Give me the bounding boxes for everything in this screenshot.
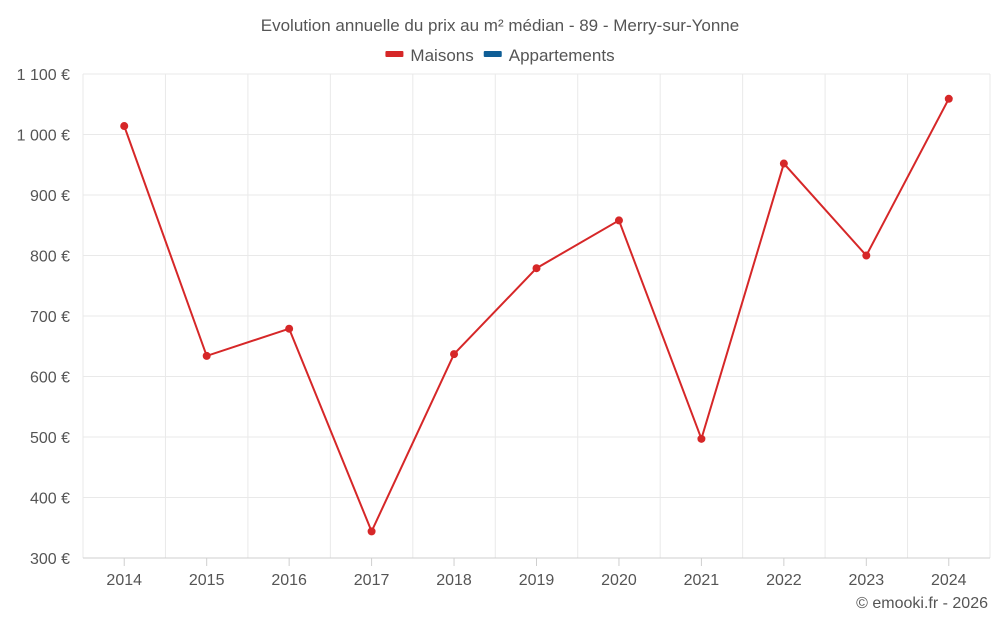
x-tick-label: 2023 (849, 572, 885, 589)
legend-item-appartements[interactable]: Appartements (483, 46, 615, 65)
data-point[interactable] (450, 350, 459, 359)
data-point[interactable] (367, 527, 376, 536)
legend: Maisons Appartements (385, 46, 615, 65)
x-tick-label: 2022 (766, 572, 802, 589)
data-point[interactable] (697, 434, 706, 443)
legend-swatch (385, 51, 404, 57)
y-tick-label: 400 € (30, 491, 70, 508)
chart-title: Evolution annuelle du prix au m² médian … (261, 16, 739, 35)
data-point[interactable] (532, 264, 541, 273)
y-tick-label: 1 000 € (17, 128, 70, 145)
x-tick-label: 2021 (684, 572, 720, 589)
x-tick-label: 2024 (931, 572, 967, 589)
y-tick-label: 500 € (30, 430, 70, 447)
y-tick-label: 600 € (30, 370, 70, 387)
data-point[interactable] (779, 159, 788, 168)
x-tick-label: 2014 (106, 572, 142, 589)
grid (82, 73, 991, 558)
legend-label: Appartements (509, 46, 615, 65)
data-point[interactable] (285, 324, 294, 333)
data-point[interactable] (862, 251, 871, 260)
x-tick-label: 2019 (519, 572, 555, 589)
legend-label: Maisons (410, 46, 473, 65)
y-tick-label: 1 100 € (17, 67, 70, 84)
x-tick-label: 2015 (189, 572, 225, 589)
y-tick-label: 700 € (30, 309, 70, 326)
credit-text: © emooki.fr - 2026 (856, 595, 988, 612)
x-tick-label: 2016 (271, 572, 307, 589)
x-tick-label: 2017 (354, 572, 390, 589)
data-point[interactable] (120, 122, 129, 131)
x-tick-label: 2020 (601, 572, 637, 589)
legend-item-maisons[interactable]: Maisons (385, 46, 474, 65)
data-point[interactable] (202, 351, 211, 360)
y-tick-label: 900 € (30, 188, 70, 205)
x-tick-label: 2018 (436, 572, 472, 589)
axes: 300 € 400 € 500 € 600 € 700 € 800 € 900 € 1 000… (17, 67, 990, 589)
y-tick-label: 300 € (30, 551, 70, 568)
y-tick-label: 800 € (30, 249, 70, 266)
data-point[interactable] (614, 216, 623, 225)
legend-swatch (483, 51, 502, 57)
data-point[interactable] (944, 94, 953, 103)
series-layer (120, 94, 953, 536)
